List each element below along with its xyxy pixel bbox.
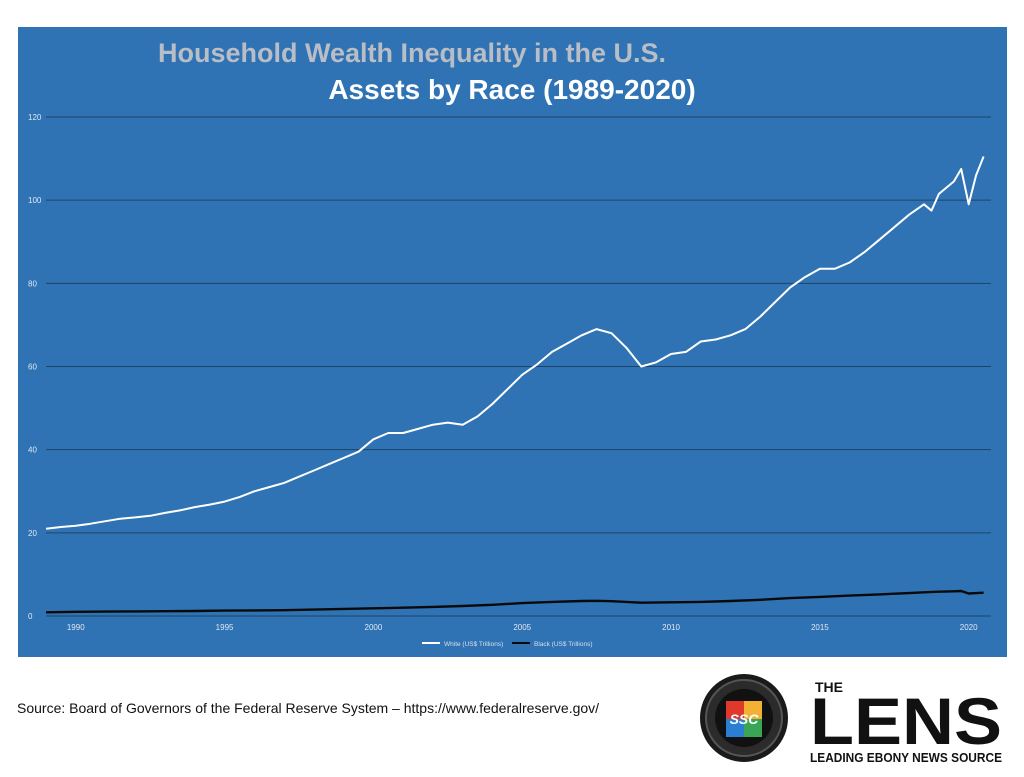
logo-badge-text: SSC	[730, 711, 760, 727]
chart-background	[18, 27, 1007, 657]
x-tick-label: 1990	[67, 623, 85, 632]
line-chart: Household Wealth Inequality in the U.S. …	[18, 27, 1007, 657]
grid-lines	[46, 116, 991, 617]
y-tick-label: 120	[28, 113, 42, 122]
logo-brand-top: THE	[815, 679, 843, 695]
x-tick-label: 2005	[513, 623, 531, 632]
x-tick-label: 2000	[365, 623, 383, 632]
x-tick-label: 1995	[216, 623, 234, 632]
series-lines	[45, 156, 985, 614]
chart-panel: Household Wealth Inequality in the U.S. …	[18, 27, 1007, 657]
x-tick-label: 2015	[811, 623, 829, 632]
source-citation: Source: Board of Governors of the Federa…	[17, 700, 600, 716]
chart-subtitle: Assets by Race (1989-2020)	[328, 74, 695, 105]
x-tick-label: 2010	[662, 623, 680, 632]
y-tick-label: 20	[28, 529, 37, 538]
y-tick-label: 100	[28, 196, 42, 205]
series-line-black	[45, 589, 984, 614]
y-tick-label: 0	[28, 612, 33, 621]
y-tick-label: 80	[28, 279, 37, 288]
y-tick-label: 60	[28, 363, 37, 372]
logo-graphic: SSC THE LENS LEADING EBONY NEWS SOURCE	[700, 674, 1002, 765]
y-axis-ticks: 0 20 40 60 80 100 120	[28, 113, 42, 621]
y-tick-label: 40	[28, 446, 37, 455]
series-line-white	[45, 156, 985, 530]
logo-tagline: LEADING EBONY NEWS SOURCE	[810, 750, 1002, 765]
camera-lens-icon: SSC	[700, 674, 788, 762]
the-lens-logo: SSC THE LENS LEADING EBONY NEWS SOURCE	[700, 672, 1010, 772]
x-tick-label: 2020	[960, 623, 978, 632]
x-axis-ticks: 1990 1995 2000 2005 2010 2015 2020	[67, 623, 978, 632]
logo-brand-main: LENS	[810, 684, 1002, 758]
legend: White (US$ Trillions) Black (US$ Trillion…	[422, 641, 593, 648]
chart-title: Household Wealth Inequality in the U.S.	[158, 38, 666, 68]
legend-label: Black (US$ Trillions)	[534, 641, 593, 648]
legend-label: White (US$ Trillions)	[444, 641, 503, 648]
